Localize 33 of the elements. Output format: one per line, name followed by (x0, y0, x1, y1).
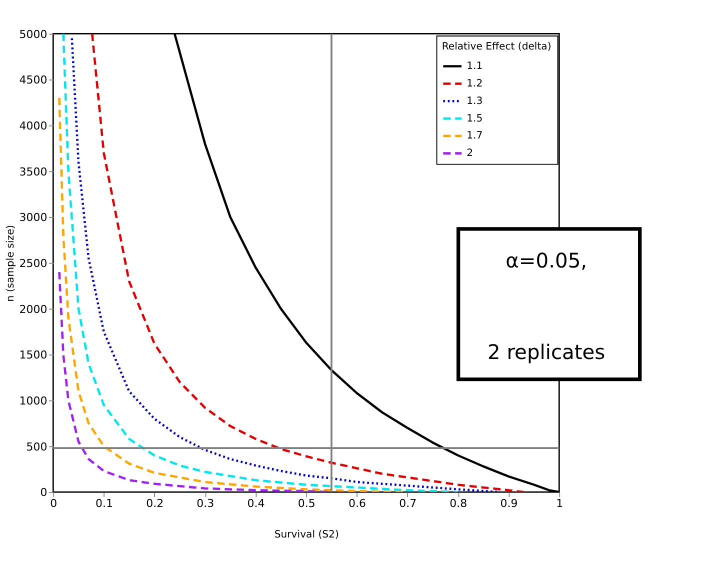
y-tick-label: 0 (40, 486, 48, 500)
annotation: 2 replicates (487, 340, 606, 364)
x-tick-label: 0.2 (146, 497, 164, 510)
y-tick-label: 1000 (19, 394, 48, 408)
y-tick-label: 1500 (19, 348, 48, 362)
x-tick-label: 0.9 (500, 497, 518, 510)
x-tick-label: 0.8 (450, 497, 468, 510)
annotation: α=0.05, (506, 248, 588, 272)
legend-label: 1.2 (466, 78, 483, 90)
y-tick-label: 5000 (19, 28, 48, 41)
y-tick-label: 2500 (19, 257, 48, 270)
legend-label: 1.5 (466, 113, 483, 124)
x-tick-label: 0 (50, 497, 58, 510)
y-tick-label: 4000 (19, 120, 48, 132)
x-tick-label: 0.4 (247, 497, 265, 510)
legend-label: 1.3 (466, 96, 483, 107)
y-tick-label: 2000 (19, 302, 48, 316)
x-tick-label: 1 (556, 497, 564, 510)
x-tick-label: 0.7 (399, 497, 417, 510)
x-tick-label: 0.3 (196, 497, 214, 510)
x-axis-title: Survival (S2) (274, 529, 339, 540)
legend-label: 1.1 (466, 61, 483, 72)
legend-label: 2 (466, 148, 474, 160)
y-tick-label: 4500 (19, 74, 48, 87)
x-tick-label: 0.6 (348, 497, 366, 510)
y-tick-label: 500 (26, 440, 48, 454)
y-tick-label: 3000 (19, 211, 48, 224)
legend-title: Relative Effect (delta) (442, 41, 552, 52)
y-tick-label: 3500 (19, 165, 48, 178)
legend-label: 1.7 (466, 130, 483, 142)
x-tick-label: 0.1 (95, 497, 113, 510)
y-axis-title: n (sample size) (6, 224, 17, 302)
x-tick-label: 0.5 (298, 497, 316, 510)
